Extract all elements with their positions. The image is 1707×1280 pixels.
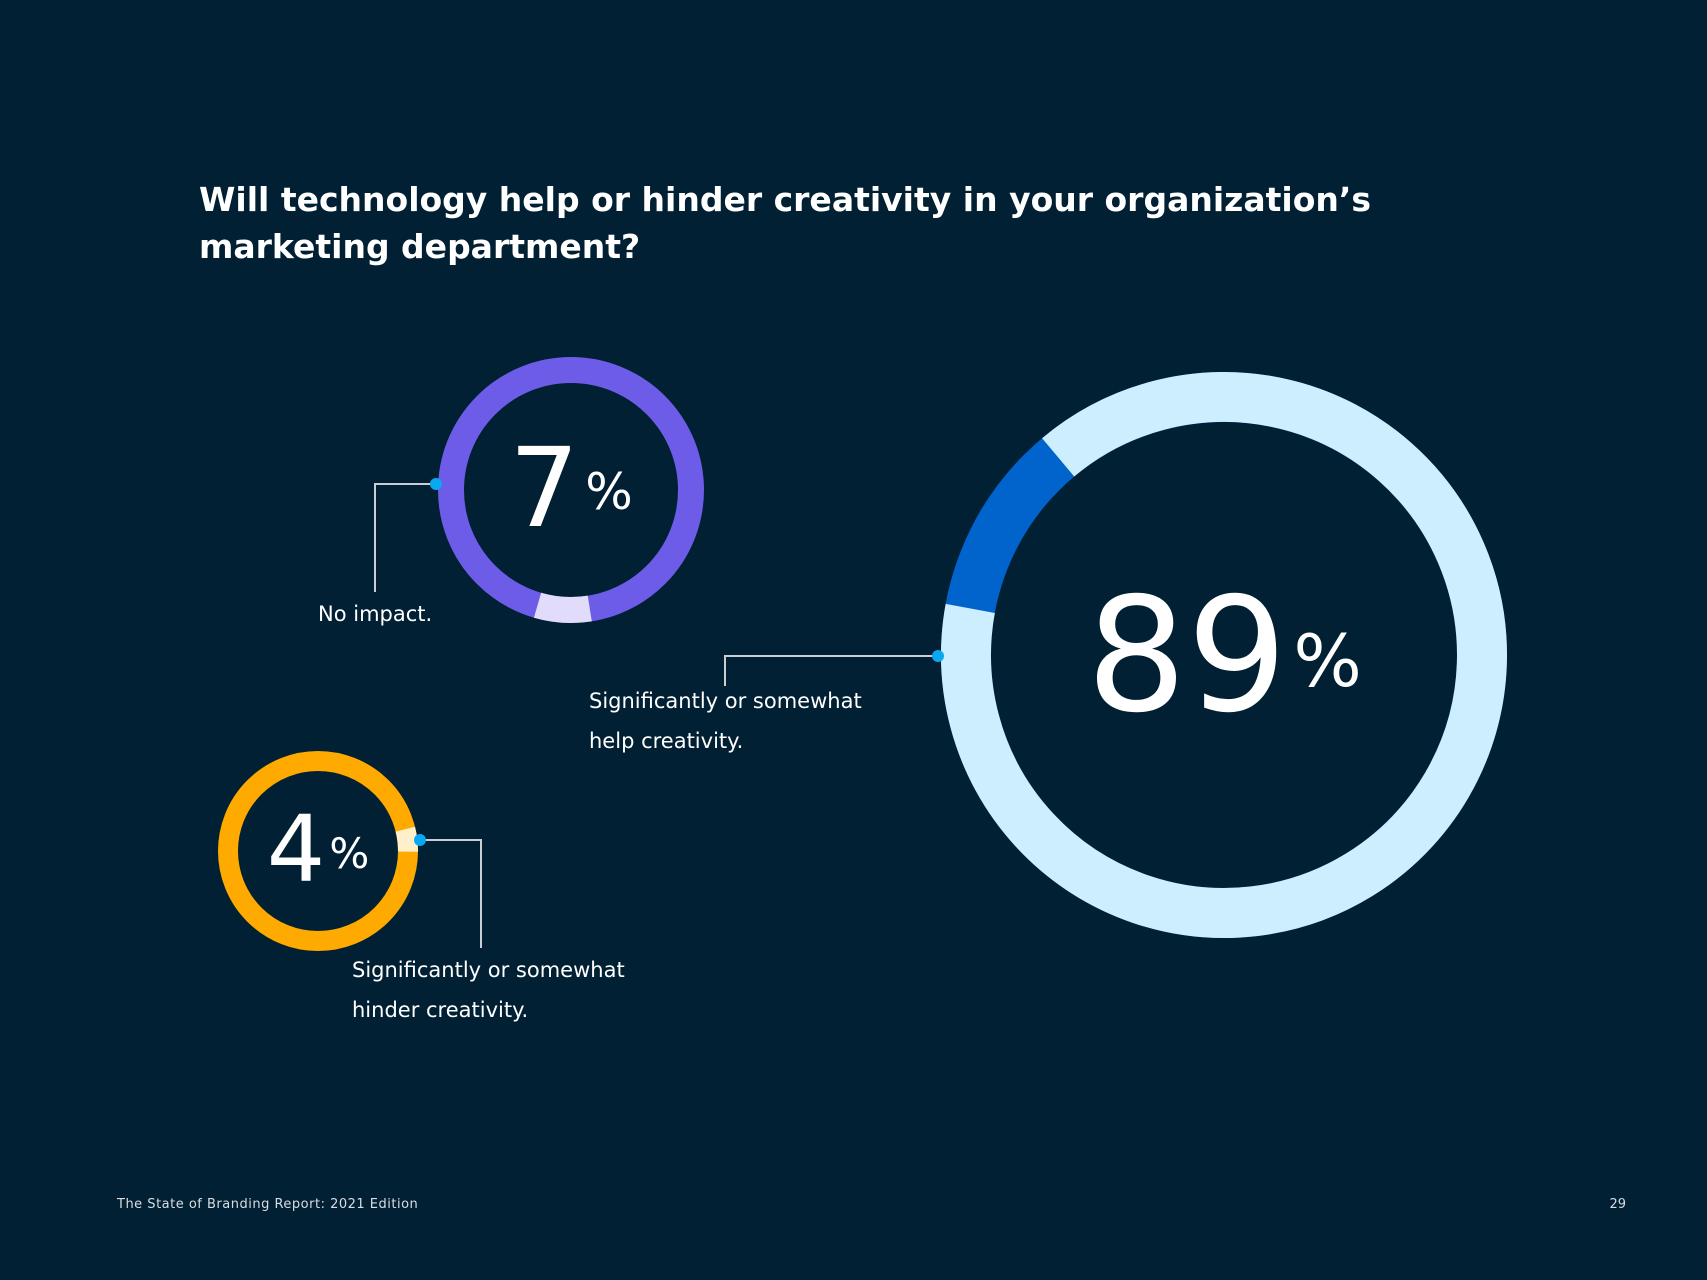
donut-segment-no-impact	[533, 592, 592, 623]
label-help: Significantly or somewhat help creativit…	[589, 681, 862, 761]
value-number-hinder: 4	[267, 796, 326, 903]
value-help: 89%	[1086, 564, 1361, 748]
label-hinder: Significantly or somewhat hinder creativ…	[352, 950, 625, 1030]
donut-segment-help	[941, 372, 1507, 938]
chart-title: Will technology help or hinder creativit…	[199, 180, 1372, 266]
value-number-no-impact: 7	[509, 424, 579, 552]
label-help-line-2: help creativity.	[589, 729, 744, 753]
label-hinder-line-1: Significantly or somewhat	[352, 958, 625, 982]
donut-segment-hinder	[395, 826, 418, 852]
label-hinder-line-2: hinder creativity.	[352, 998, 529, 1022]
value-hinder: 4%	[267, 796, 369, 903]
donut-no-impact: 7%	[374, 357, 704, 623]
value-no-impact: 7%	[509, 424, 633, 552]
label-no-impact-line: No impact.	[318, 602, 433, 626]
value-unit-help: %	[1293, 619, 1361, 703]
connector-dot-no-impact	[430, 478, 442, 490]
label-no-impact: No impact.	[318, 594, 432, 634]
donut-hinder: 4%	[218, 751, 482, 951]
connector-line-help	[724, 655, 938, 686]
value-unit-no-impact: %	[585, 463, 633, 521]
connector-dot-hinder	[414, 834, 426, 846]
donut-help: 89%	[724, 372, 1507, 938]
connector-dot-help	[932, 650, 944, 662]
report-name: The State of Branding Report: 2021 Editi…	[117, 1197, 419, 1212]
label-help-line-1: Significantly or somewhat	[589, 689, 862, 713]
connector-line-hinder	[420, 839, 482, 948]
page-number: 29	[1609, 1197, 1626, 1212]
value-unit-hinder: %	[329, 829, 369, 878]
connector-line-no-impact	[374, 483, 436, 592]
value-number-help: 89	[1086, 564, 1287, 748]
